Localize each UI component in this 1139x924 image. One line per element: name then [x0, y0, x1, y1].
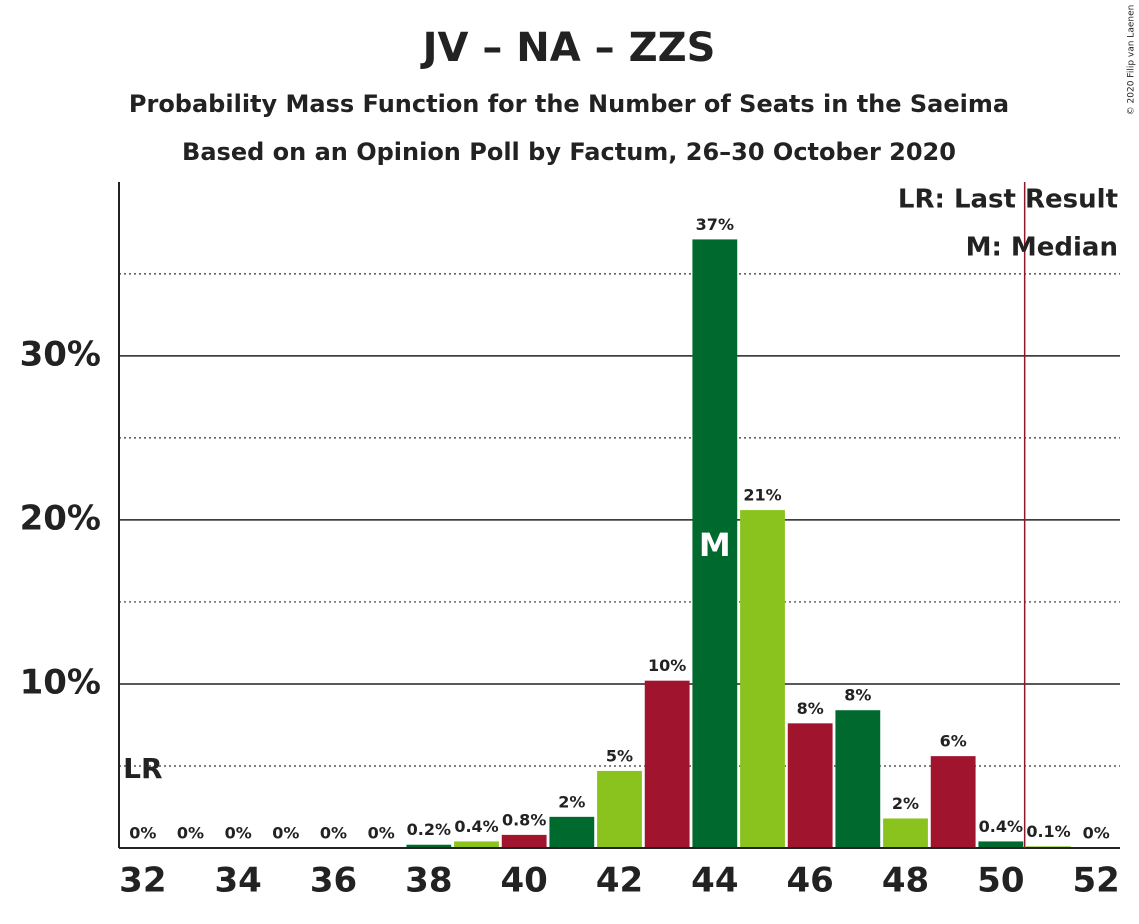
value-label: 8%	[844, 686, 871, 705]
last-result-marker: LR	[123, 752, 162, 785]
value-label: 0.4%	[979, 817, 1023, 836]
value-label: 0%	[320, 824, 347, 843]
bar	[930, 756, 976, 848]
value-label: 2%	[558, 792, 585, 811]
value-label: 21%	[743, 486, 781, 505]
y-tick-label: 30%	[20, 334, 101, 374]
value-label: 0%	[129, 824, 156, 843]
bar	[501, 834, 547, 848]
bar	[978, 841, 1024, 848]
x-tick-label: 38	[405, 861, 452, 901]
bar	[549, 816, 595, 848]
legend-entry: M: Median	[966, 233, 1118, 263]
credit: © 2020 Filip van Laenen	[1127, 5, 1137, 116]
bar	[692, 239, 738, 848]
chart-subtitle: Based on an Opinion Poll by Factum, 26–3…	[182, 138, 956, 166]
x-tick-label: 40	[501, 861, 548, 901]
median-marker: M	[699, 526, 731, 564]
x-tick-label: 52	[1073, 861, 1120, 901]
x-tick-label: 34	[215, 861, 262, 901]
x-tick-label: 44	[691, 861, 738, 901]
bar	[406, 844, 452, 848]
value-label: 5%	[606, 746, 633, 765]
value-label: 0%	[1083, 824, 1110, 843]
legend-entry: LR: Last Result	[898, 185, 1118, 215]
bar	[644, 680, 690, 848]
value-label: 0%	[225, 824, 252, 843]
value-label: 10%	[648, 656, 686, 675]
bar	[835, 710, 881, 848]
value-label: 6%	[940, 732, 967, 751]
bar	[787, 723, 833, 848]
x-tick-label: 42	[596, 861, 643, 901]
value-label: 0.8%	[502, 810, 546, 829]
chart-title: JV – NA – ZZS	[420, 25, 716, 71]
x-tick-label: 36	[310, 861, 357, 901]
value-label: 0.2%	[407, 820, 451, 839]
value-label: 2%	[892, 794, 919, 813]
bar	[454, 841, 499, 848]
y-tick-label: 10%	[20, 662, 101, 702]
x-tick-label: 48	[882, 861, 929, 901]
value-label: 0.1%	[1026, 822, 1070, 841]
value-label: 0%	[368, 824, 395, 843]
value-label: 8%	[797, 699, 824, 718]
value-label: 0%	[177, 824, 204, 843]
y-tick-label: 20%	[20, 498, 101, 538]
x-tick-label: 50	[977, 861, 1024, 901]
bar	[883, 818, 928, 848]
value-label: 37%	[696, 215, 734, 234]
value-label: 0%	[272, 824, 299, 843]
bar	[740, 510, 785, 848]
value-label: 0.4%	[454, 817, 498, 836]
x-tick-label: 46	[787, 861, 834, 901]
bar	[597, 770, 642, 848]
x-tick-label: 32	[119, 861, 166, 901]
chart-subtitle: Probability Mass Function for the Number…	[129, 90, 1009, 118]
